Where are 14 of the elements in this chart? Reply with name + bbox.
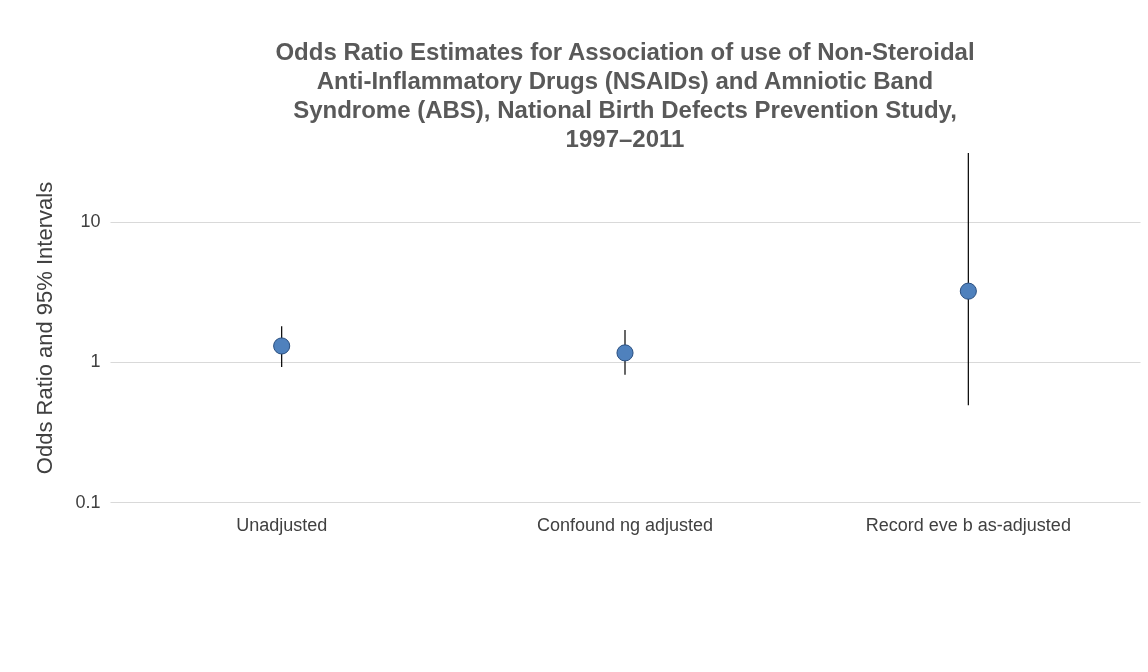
point xyxy=(616,344,634,362)
y-axis-title: Odds Ratio and 95% Intervals xyxy=(32,181,58,475)
y-tick-label: 0.1 xyxy=(75,491,101,512)
x-tick-label: Unadjusted xyxy=(236,514,328,535)
x-tick-label: Confound ng adjusted xyxy=(536,514,714,535)
y-tick-label: 10 xyxy=(80,211,101,232)
text: Syndrome (ABS), National Birth Defects Prevention Study, xyxy=(293,96,957,124)
point xyxy=(959,282,977,300)
x-tick-label: Record eve b as-adjusted xyxy=(865,514,1071,535)
point xyxy=(273,337,291,355)
text: Odds Ratio Estimates for Association of use of Non-Steroidal xyxy=(275,38,975,66)
y-tick-label: 1 xyxy=(90,351,101,372)
text: 1997–2011 xyxy=(565,125,685,153)
text: Anti-Inflammatory Drugs (NSAIDs) and Amniotic Band xyxy=(316,67,934,95)
